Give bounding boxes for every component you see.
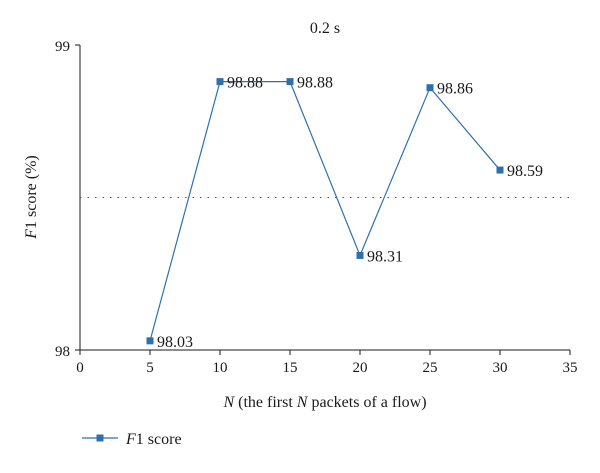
x-tick-label: 30 [493,360,508,376]
x-axis-title: N (the first N packets of a flow) [222,394,426,411]
data-point-marker [286,78,294,86]
x-tick-label: 10 [213,360,228,376]
data-point-marker [216,78,224,86]
x-tick-label: 25 [423,360,438,376]
data-label: 98.31 [367,248,403,265]
x-tick-label: 0 [76,360,84,376]
legend: F1 score [82,431,182,448]
x-tick-label: 35 [563,360,578,376]
data-point-marker [496,166,504,174]
y-tick-label: 98 [55,344,70,360]
legend-label: F1 score [125,431,182,448]
data-label: 98.88 [227,75,263,92]
data-label: 98.03 [157,334,193,351]
data-label: 98.86 [437,81,473,98]
data-label: 98.59 [507,163,543,180]
chart-title: 0.2 s [310,20,340,37]
data-point-marker [356,251,364,259]
data-point-marker [146,337,154,345]
series-line [149,80,501,342]
data-label: 98.88 [297,75,333,92]
legend-swatch-marker [96,434,104,442]
x-tick-label: 20 [353,360,368,376]
data-point-marker [426,84,434,92]
y-axis-title: F1 score (%) [23,155,40,240]
x-tick-label: 15 [283,360,298,376]
y-tick-label: 99 [55,39,70,55]
x-tick-label: 5 [146,360,154,376]
